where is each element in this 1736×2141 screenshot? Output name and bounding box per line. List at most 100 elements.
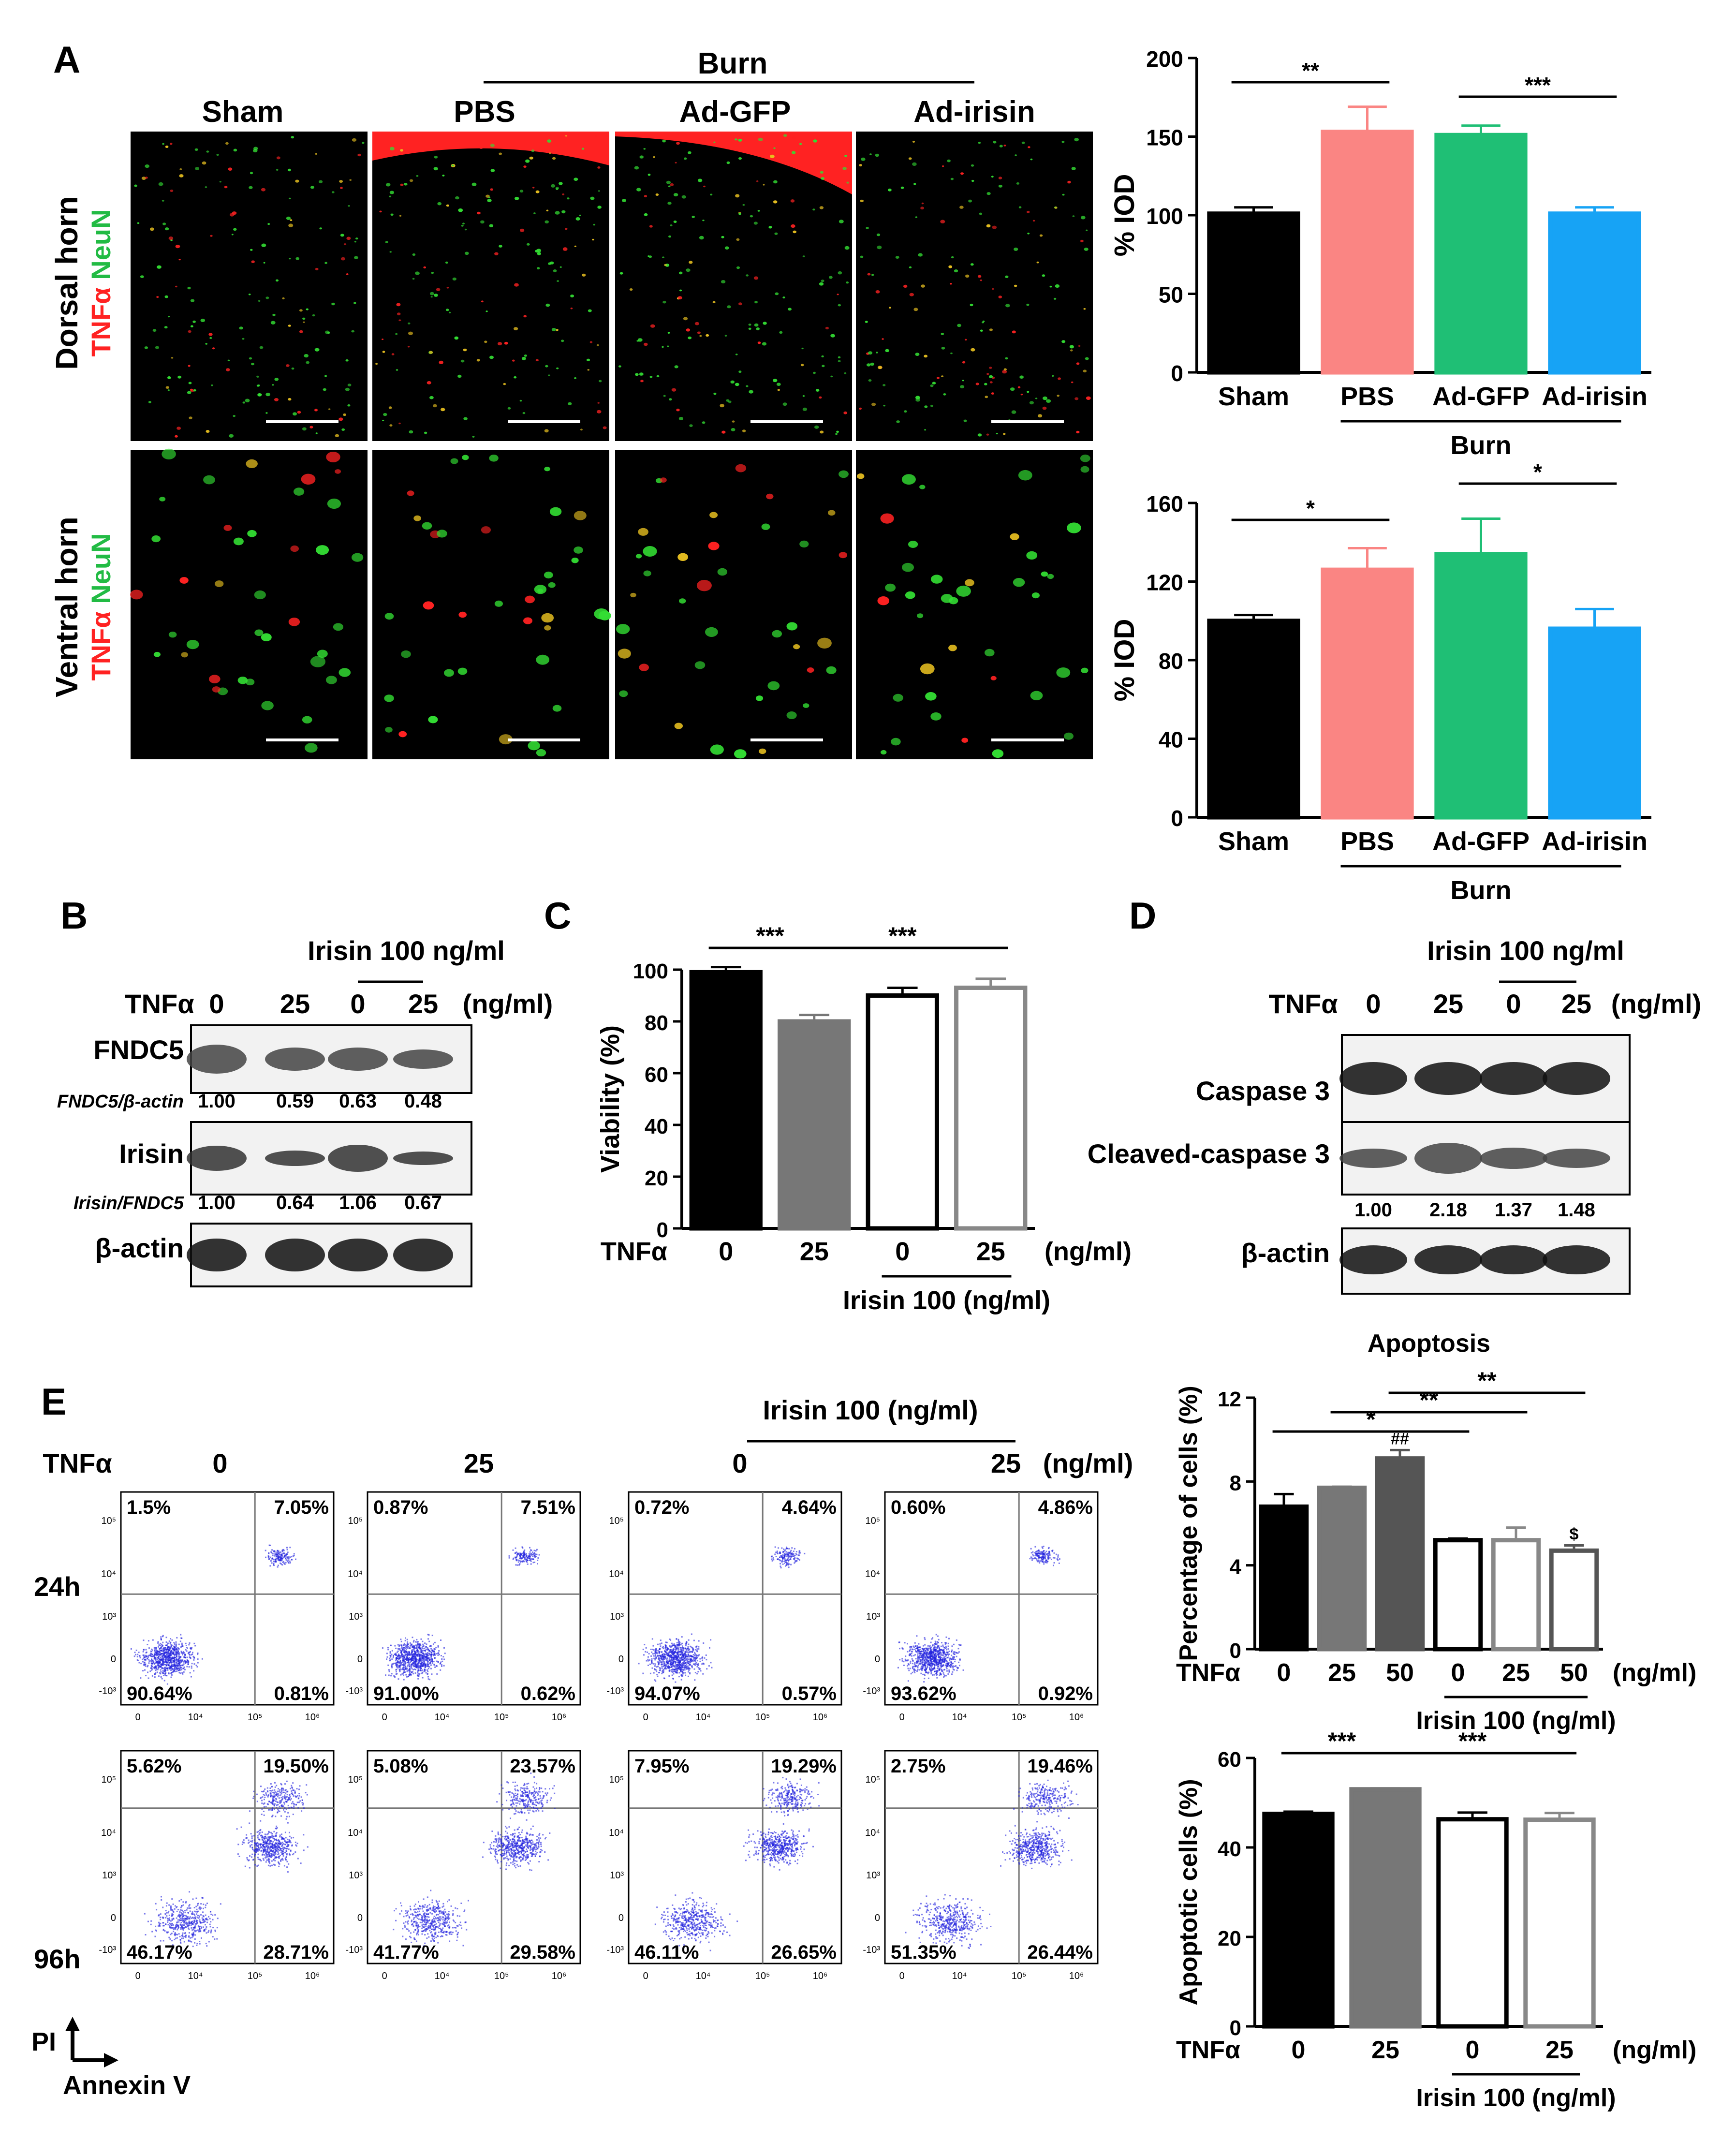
y-tick-label: 80 [645, 1011, 668, 1035]
quadrant-ur: 7.51% [521, 1497, 575, 1518]
column-label-ad-irisin: Ad-irisin [913, 95, 1035, 129]
d-band [1480, 1062, 1547, 1095]
x-unit-label: (ng/ml) [1045, 1237, 1132, 1266]
x-prefix-label: TNFα [1176, 2036, 1240, 2064]
x-tick-label: 25 [800, 1237, 829, 1266]
panel-b-western-blot: B Irisin 100 ng/ml TNFα 0 25 0 25 (ng/ml… [57, 894, 553, 1287]
b-ratio-irisin-3: 1.06 [339, 1192, 377, 1213]
column-label-ad-gfp: Ad-GFP [679, 95, 791, 129]
panel-e-flow-cytometry: E Irisin 100 (ng/ml) TNFα 0 25 0 25 (ng/… [31, 1380, 1133, 2100]
quadrant-ll: 91.00% [373, 1683, 439, 1704]
flow-x-tick: 0 [643, 1971, 648, 1981]
flow-y-tick: 0 [111, 1913, 116, 1923]
bar [1321, 567, 1414, 820]
b-unit: (ng/ml) [463, 989, 553, 1019]
flow-x-tick: 10⁵ [1012, 1712, 1027, 1723]
flow-x-tick: 10⁵ [494, 1712, 509, 1723]
x-prefix-label: TNFα [601, 1237, 667, 1266]
flow-y-tick: -10³ [99, 1945, 116, 1955]
quadrant-ur: 19.50% [263, 1756, 329, 1777]
b-dose-1: 0 [209, 989, 224, 1019]
bar [954, 985, 1028, 1231]
b-ratio-fndc5-2: 0.59 [276, 1091, 314, 1112]
y-axis-label: Viability (%) [596, 1025, 625, 1173]
x-prefix-label: TNFα [1176, 1659, 1240, 1687]
e-tnf-label: TNFα [43, 1448, 112, 1478]
y-tick-label: 150 [1146, 125, 1183, 150]
quadrant-lr: 0.62% [521, 1683, 575, 1704]
flow-y-tick: 10⁵ [865, 1774, 880, 1785]
y-tick-label: 60 [1218, 1748, 1241, 1772]
b-blot-label-actin: β-actin [95, 1233, 184, 1263]
d-band [1480, 1148, 1547, 1169]
flow-x-tick: 10⁴ [188, 1712, 203, 1723]
flow-plot-grid: 1.5% 7.05% 90.64% 0.81% 0 10⁴ 10⁵ 10⁶ -10³ 0 10³ 10… [99, 1491, 1099, 1981]
b-ratio-fndc5-4: 0.48 [404, 1091, 442, 1112]
bar [1375, 1456, 1425, 1652]
flow-plot-24h-3: 0.72% 4.64% 94.07% 0.57% 0 10⁴ 10⁵ 10⁶ -10³ 0 10³ 1… [606, 1491, 842, 1723]
d-ratio-4: 1.48 [1558, 1199, 1595, 1221]
flow-x-tick: 10⁶ [813, 1712, 827, 1723]
flow-y-tick: 10³ [349, 1870, 363, 1881]
chart-a-ventral-iod: 0 40 80 120 160 % IOD Sham PBS Ad-GFP Ad-irisin Bu… [1109, 459, 1651, 905]
x-tick-label: PBS [1340, 382, 1394, 411]
d-blot-label-caspase3: Caspase 3 [1196, 1076, 1330, 1106]
bar [1491, 1538, 1541, 1652]
e-dose-4: 25 [991, 1448, 1021, 1478]
x-tick-label: Ad-irisin [1542, 382, 1648, 411]
quadrant-ur: 23.57% [510, 1756, 575, 1777]
flow-y-tick: 10⁴ [609, 1828, 624, 1838]
flow-y-tick: 10⁴ [865, 1569, 880, 1580]
micrograph-ventral-2 [372, 450, 611, 759]
x-tick-label: 0 [719, 1237, 733, 1266]
bar [1548, 211, 1641, 375]
x-unit-label: (ng/ml) [1613, 1659, 1696, 1687]
y-tick-label: 100 [633, 960, 668, 983]
bar [1207, 619, 1300, 820]
flow-x-tick: 10⁶ [1069, 1712, 1084, 1723]
chart-e-apoptotic-96h: 0 20 40 60 Apoptotic cells (%) 0 25 0 25 TNFα (ng/… [1175, 1728, 1696, 2112]
group-label: Irisin 100 (ng/ml) [1416, 1707, 1616, 1735]
flow-x-tick: 10⁴ [435, 1712, 450, 1723]
flow-y-tick: -10³ [863, 1686, 880, 1697]
flow-x-tick: 0 [643, 1712, 648, 1723]
panel-d-western-blot: D Irisin 100 ng/ml TNFα 0 25 0 25 (ng/ml… [1088, 894, 1701, 1295]
y-tick-label: 0 [1230, 2016, 1241, 2040]
stain-neun-label: NeuN [86, 209, 116, 280]
b-ratio-irisin-2: 0.64 [276, 1192, 314, 1213]
quadrant-lr: 0.57% [782, 1683, 837, 1704]
flow-y-tick: 10³ [102, 1611, 116, 1622]
b-band [265, 1048, 325, 1071]
stain-tnf-label: TNFα [86, 287, 116, 356]
d-band [1414, 1245, 1482, 1274]
annotation-mark: $ [1570, 1525, 1579, 1544]
e-time-96h: 96h [34, 1944, 81, 1974]
flow-y-tick: 10³ [866, 1611, 880, 1622]
bar [1523, 1817, 1596, 2029]
flow-x-tick: 10⁵ [755, 1712, 770, 1723]
micrograph-dorsal-3 [615, 132, 852, 441]
y-tick-label: 8 [1230, 1471, 1241, 1495]
e-irisin-label: Irisin 100 (ng/ml) [763, 1395, 978, 1425]
micrograph-ventral-3 [615, 450, 852, 759]
bar [1207, 211, 1300, 375]
b-ratio-irisin-1: 1.00 [198, 1192, 235, 1213]
e-time-24h: 24h [34, 1571, 81, 1602]
e-axis-label-annexin: Annexin V [63, 2071, 191, 2100]
x-tick-label: Ad-GFP [1432, 827, 1530, 856]
e-axis-arrow-y-head [65, 2017, 80, 2031]
x-tick-label: Sham [1218, 827, 1289, 856]
quadrant-lr: 28.71% [263, 1942, 329, 1963]
flow-x-tick: 10⁴ [435, 1971, 450, 1981]
flow-y-tick: 10³ [102, 1870, 116, 1881]
quadrant-ul: 5.62% [127, 1756, 181, 1777]
quadrant-lr: 26.65% [771, 1942, 837, 1963]
x-unit-label: (ng/ml) [1613, 2036, 1696, 2064]
significance-mark: *** [888, 922, 917, 949]
flow-y-tick: 10⁴ [609, 1569, 624, 1580]
y-tick-label: 0 [1230, 1639, 1241, 1663]
flow-y-tick: 0 [875, 1913, 880, 1923]
d-dose-1: 0 [1366, 989, 1381, 1019]
flow-y-tick: 10⁵ [865, 1516, 880, 1526]
y-tick-label: 200 [1146, 46, 1183, 72]
